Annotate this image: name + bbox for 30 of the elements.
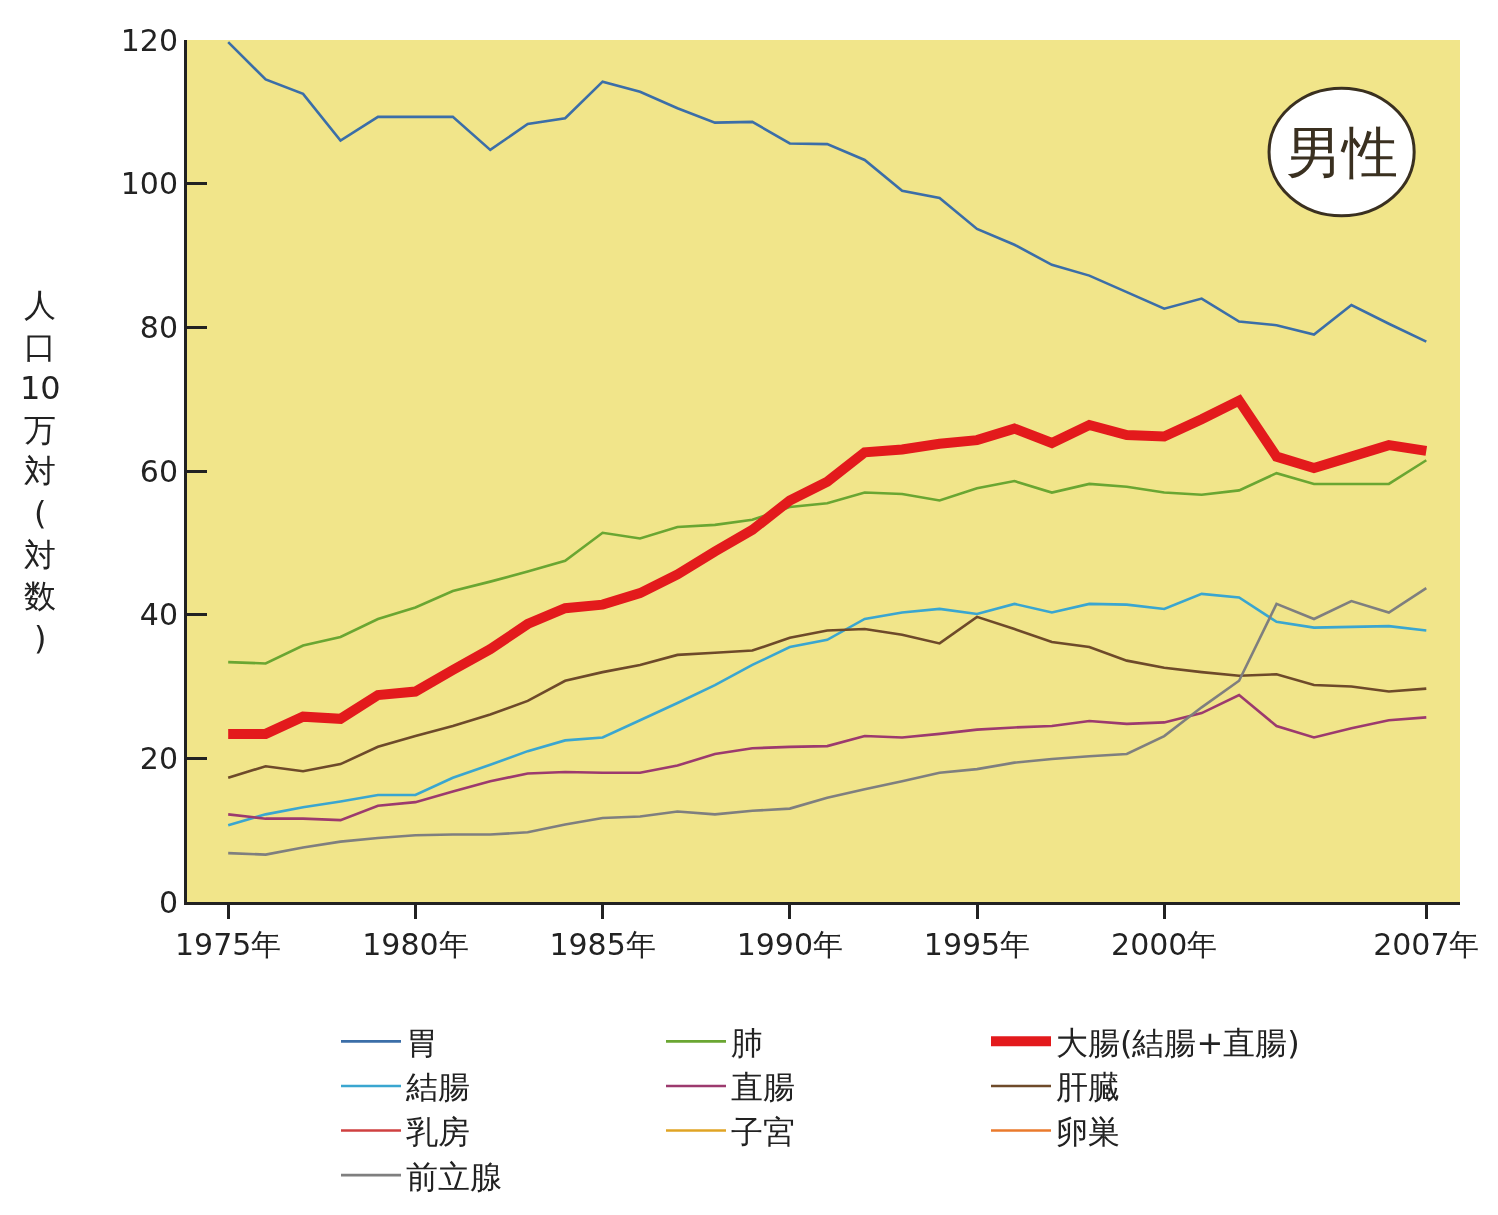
legend-label: 直腸 (731, 1068, 795, 1107)
line-series (226, 693, 1428, 822)
legend-label: 乳房 (406, 1113, 470, 1152)
y-tick-label: 40 (139, 597, 178, 633)
legend-label: 結腸 (405, 1068, 470, 1107)
y-tick-label: 100 (120, 166, 178, 202)
legend-label: 卵巣 (1056, 1113, 1120, 1152)
x-tick-label: 2007年 (1373, 927, 1480, 962)
x-tick-label: 1975年 (175, 927, 282, 962)
y-tick-label: 20 (139, 740, 178, 776)
legend-label: 胃 (406, 1023, 438, 1062)
x-tick-label: 1985年 (549, 927, 656, 962)
x-tick-label: 2000年 (1111, 927, 1218, 962)
text: 人口10万対(対数) (20, 286, 61, 657)
line-series (226, 458, 1428, 665)
y-tick-label: 60 (139, 453, 178, 489)
annotation: 男性 (1286, 120, 1398, 185)
x-tick-label: 1990年 (736, 927, 843, 962)
legend-label: 子宮 (731, 1113, 795, 1152)
y-tick-label: 120 (120, 22, 178, 58)
y-tick-label: 0 (158, 884, 178, 920)
legend-label: 前立腺 (406, 1157, 502, 1196)
legend-label: 肝臓 (1056, 1068, 1120, 1107)
legend-label: 大腸(結腸+直腸) (1056, 1023, 1300, 1062)
x-tick-label: 1995年 (923, 927, 1031, 962)
legend-label: 肺 (731, 1023, 763, 1062)
line-series (226, 40, 1428, 343)
x-tick-label: 1980年 (362, 927, 469, 962)
y-tick-label: 80 (139, 309, 178, 345)
line-series (226, 615, 1428, 780)
